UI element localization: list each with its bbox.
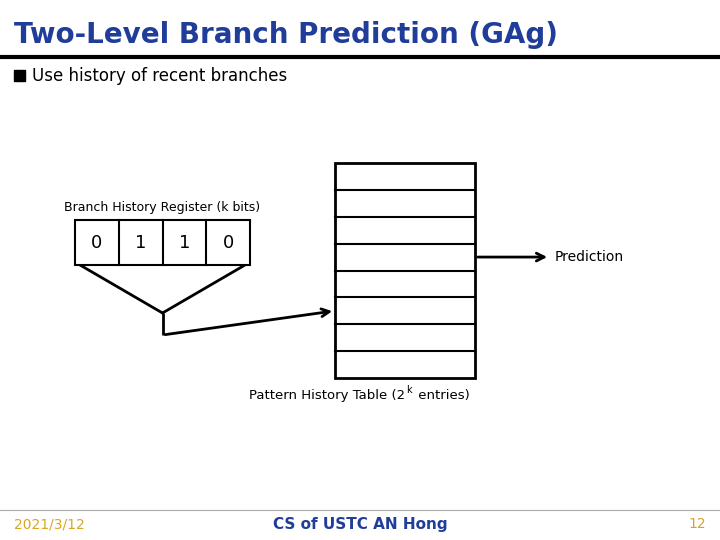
Text: Two-Level Branch Prediction (GAg): Two-Level Branch Prediction (GAg)	[14, 21, 558, 49]
Text: 1: 1	[179, 233, 190, 252]
Text: 2021/3/12: 2021/3/12	[14, 517, 85, 531]
Text: Branch History Register (k bits): Branch History Register (k bits)	[64, 201, 261, 214]
Bar	[335, 163, 475, 378]
Bar	[14, 70, 25, 81]
Text: Use history of recent branches: Use history of recent branches	[32, 67, 287, 85]
Bar	[75, 220, 250, 265]
Text: Pattern History Table (2: Pattern History Table (2	[249, 389, 405, 402]
Text: 1: 1	[135, 233, 146, 252]
Text: entries): entries)	[414, 389, 469, 402]
Text: 12: 12	[688, 517, 706, 531]
Text: k: k	[406, 385, 412, 395]
Text: 0: 0	[222, 233, 234, 252]
Text: CS of USTC AN Hong: CS of USTC AN Hong	[273, 516, 447, 531]
Text: Prediction: Prediction	[555, 250, 624, 264]
Text: 0: 0	[91, 233, 102, 252]
